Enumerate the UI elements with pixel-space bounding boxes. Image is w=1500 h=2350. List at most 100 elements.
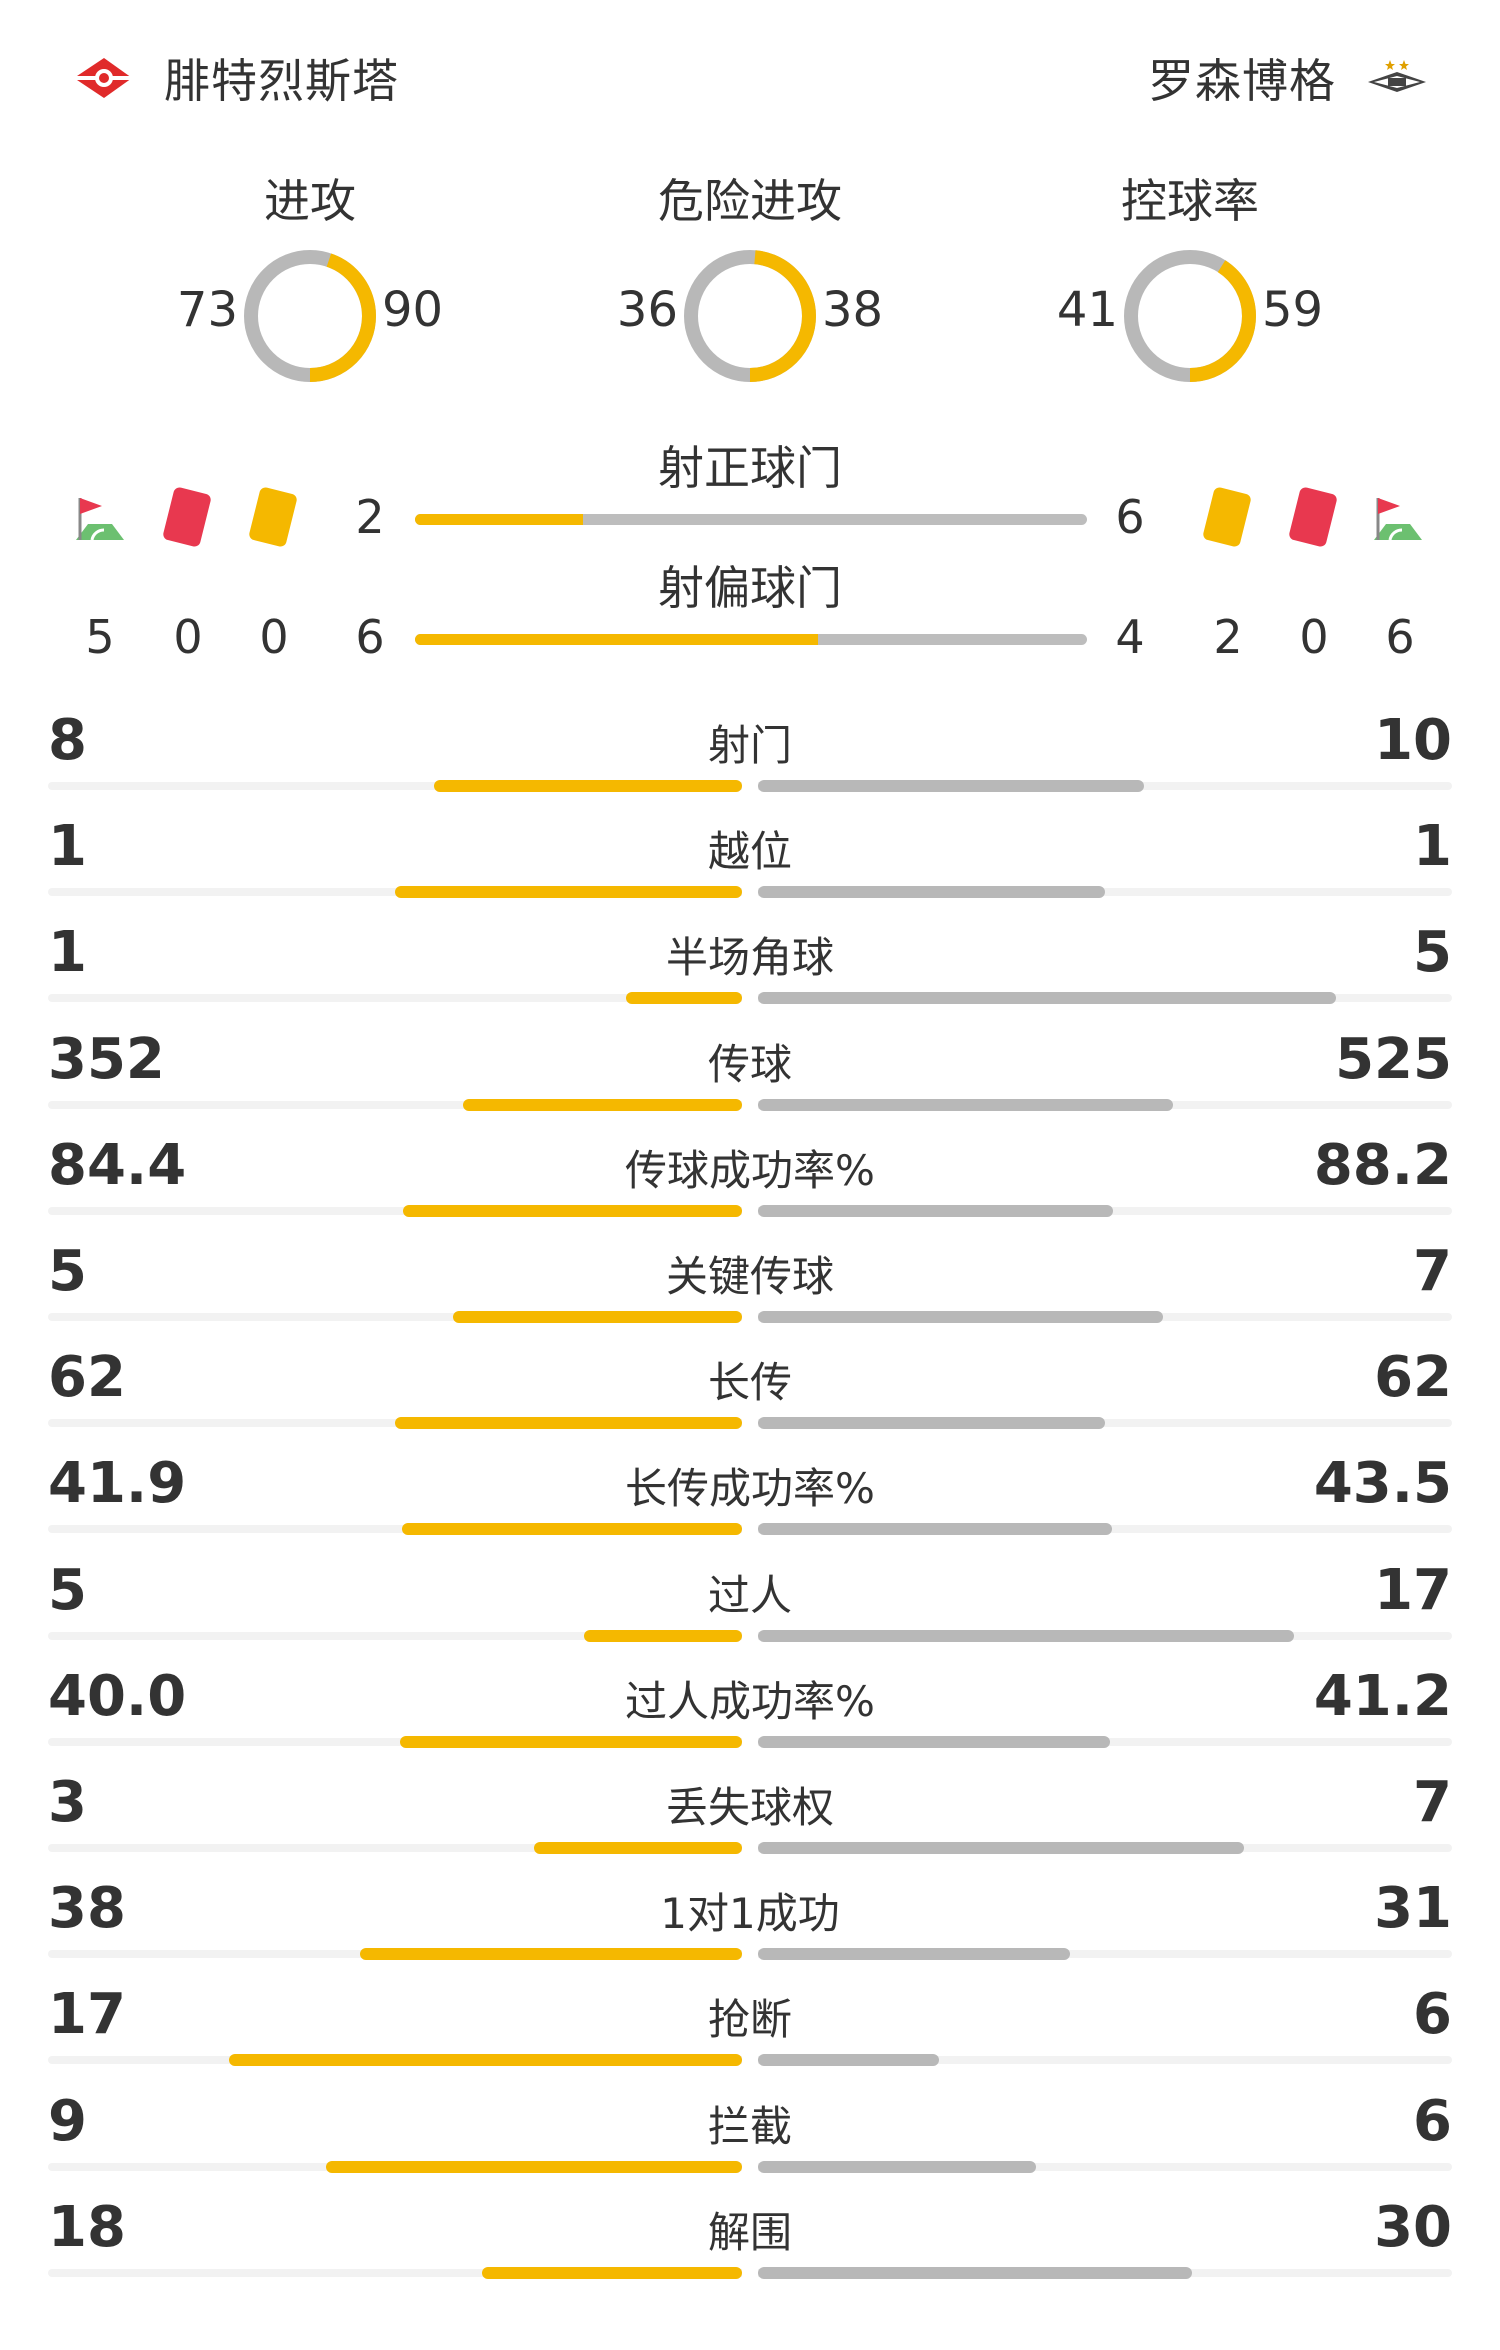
stat-away-bar <box>758 780 1144 792</box>
stat-home-value: 84.4 <box>48 1133 187 1198</box>
donut-dangerous-attack: 危险进攻 36 38 <box>530 165 970 395</box>
stat-home-bar <box>463 1099 742 1111</box>
stat-home-bar <box>403 1205 742 1217</box>
stat-away-value: 6 <box>1413 1982 1452 2047</box>
stat-label: 长传成功率% <box>625 1464 875 1513</box>
donut-home-value: 36 <box>616 282 678 338</box>
donut-title: 进攻 <box>264 174 356 228</box>
stat-label: 长传 <box>707 1358 792 1407</box>
away-corners-count: 6 <box>1385 610 1415 664</box>
stat-home-bar <box>229 2054 742 2066</box>
away-red-cards-count: 0 <box>1299 610 1329 664</box>
stat-row: 41.9 长传成功率% 43.5 <box>48 1449 1452 1555</box>
stat-home-value: 8 <box>48 708 87 773</box>
stat-home-bar <box>584 1630 742 1642</box>
stat-home-track <box>48 1313 742 1321</box>
donut-home-arc <box>684 250 816 382</box>
stat-home-bar <box>626 992 742 1004</box>
stat-home-value: 17 <box>48 1982 126 2047</box>
away-team[interactable]: 罗森博格 <box>1148 40 1430 116</box>
stat-away-value: 10 <box>1374 708 1452 773</box>
home-red-cards-count: 0 <box>173 610 203 664</box>
stat-home-value: 5 <box>48 1239 87 1304</box>
stat-label: 1对1成功 <box>660 1889 840 1938</box>
shots-on-target-bar <box>415 514 1087 525</box>
donut-home-arc <box>1124 250 1256 382</box>
stat-away-value: 88.2 <box>1313 1133 1452 1198</box>
home-team-name: 腓特烈斯塔 <box>164 54 399 108</box>
stat-home-value: 18 <box>48 2195 126 2260</box>
stat-home-value: 1 <box>48 920 87 985</box>
donut-title: 控球率 <box>1121 174 1259 228</box>
donut-title: 危险进攻 <box>658 174 842 228</box>
stat-away-track <box>758 2163 1452 2171</box>
stat-home-track <box>48 782 742 790</box>
stat-away-bar <box>758 1205 1113 1217</box>
stat-row: 17 抢断 6 <box>48 1980 1452 2086</box>
stat-away-value: 41.2 <box>1313 1664 1452 1729</box>
shots-on-target-home: 2 <box>355 490 385 544</box>
stat-row: 9 拦截 6 <box>48 2087 1452 2193</box>
stat-away-value: 62 <box>1374 1345 1452 1410</box>
donut-away-value: 59 <box>1262 282 1324 338</box>
stat-home-bar <box>395 1417 742 1429</box>
stat-row: 62 长传 62 <box>48 1343 1452 1449</box>
donut-possession: 控球率 41 59 <box>970 165 1410 395</box>
home-team[interactable]: 腓特烈斯塔 <box>70 40 399 116</box>
stat-home-value: 62 <box>48 1345 126 1410</box>
stat-row: 38 1对1成功 31 <box>48 1874 1452 1980</box>
stat-label: 过人成功率% <box>625 1677 875 1726</box>
stat-away-value: 17 <box>1374 1558 1452 1623</box>
stat-label: 关键传球 <box>665 1252 834 1301</box>
stat-away-track <box>758 2056 1452 2064</box>
stat-home-value: 5 <box>48 1558 87 1623</box>
stat-home-bar <box>453 1311 742 1323</box>
shots-on-target-away: 6 <box>1115 490 1145 544</box>
stat-home-value: 1 <box>48 814 87 879</box>
donut-chart <box>684 250 816 382</box>
shots-off-target-home: 6 <box>355 610 385 664</box>
shots-off-target-away: 4 <box>1115 610 1145 664</box>
stat-away-bar <box>758 1630 1294 1642</box>
stat-row: 5 关键传球 7 <box>48 1237 1452 1343</box>
stat-row: 40.0 过人成功率% 41.2 <box>48 1662 1452 1768</box>
stat-away-bar <box>758 1948 1070 1960</box>
stat-row: 352 传球 525 <box>48 1025 1452 1131</box>
stat-row: 1 半场角球 5 <box>48 918 1452 1024</box>
stat-away-value: 1 <box>1413 814 1452 879</box>
donut-attack: 进攻 73 90 <box>90 165 530 395</box>
stat-home-bar <box>434 780 742 792</box>
stat-away-bar <box>758 1523 1112 1535</box>
donut-away-value: 90 <box>382 282 444 338</box>
donut-home-arc <box>244 250 376 382</box>
stat-label: 丢失球权 <box>665 1783 834 1832</box>
shots-on-target-fill <box>415 514 583 525</box>
donut-chart <box>1124 250 1256 382</box>
stat-home-track <box>48 1525 742 1533</box>
away-corner-flag-icon <box>1374 498 1422 541</box>
stat-label: 解围 <box>707 2208 792 2257</box>
stat-away-track <box>758 1419 1452 1427</box>
stat-row: 5 过人 17 <box>48 1556 1452 1662</box>
stat-home-track <box>48 1101 742 1109</box>
stat-home-track <box>48 1844 742 1852</box>
stat-row: 3 丢失球权 7 <box>48 1768 1452 1874</box>
shots-off-target-fill <box>415 634 819 645</box>
stat-home-value: 41.9 <box>48 1451 187 1516</box>
stat-away-track <box>758 1950 1452 1958</box>
stat-away-value: 31 <box>1374 1876 1452 1941</box>
stat-row: 1 越位 1 <box>48 812 1452 918</box>
stat-away-value: 43.5 <box>1313 1451 1452 1516</box>
donut-away-value: 38 <box>822 282 884 338</box>
stat-home-bar <box>402 1523 742 1535</box>
stat-home-track <box>48 994 742 1002</box>
shots-off-target-bar <box>415 634 1087 645</box>
stat-home-value: 3 <box>48 1770 87 1835</box>
stat-away-value: 6 <box>1413 2089 1452 2154</box>
stat-away-bar <box>758 1417 1105 1429</box>
stat-away-value: 7 <box>1413 1770 1452 1835</box>
stat-label: 半场角球 <box>665 933 834 982</box>
stat-label: 过人 <box>707 1571 792 1620</box>
stat-home-track <box>48 1207 742 1215</box>
away-yellow-cards-count: 2 <box>1213 610 1243 664</box>
